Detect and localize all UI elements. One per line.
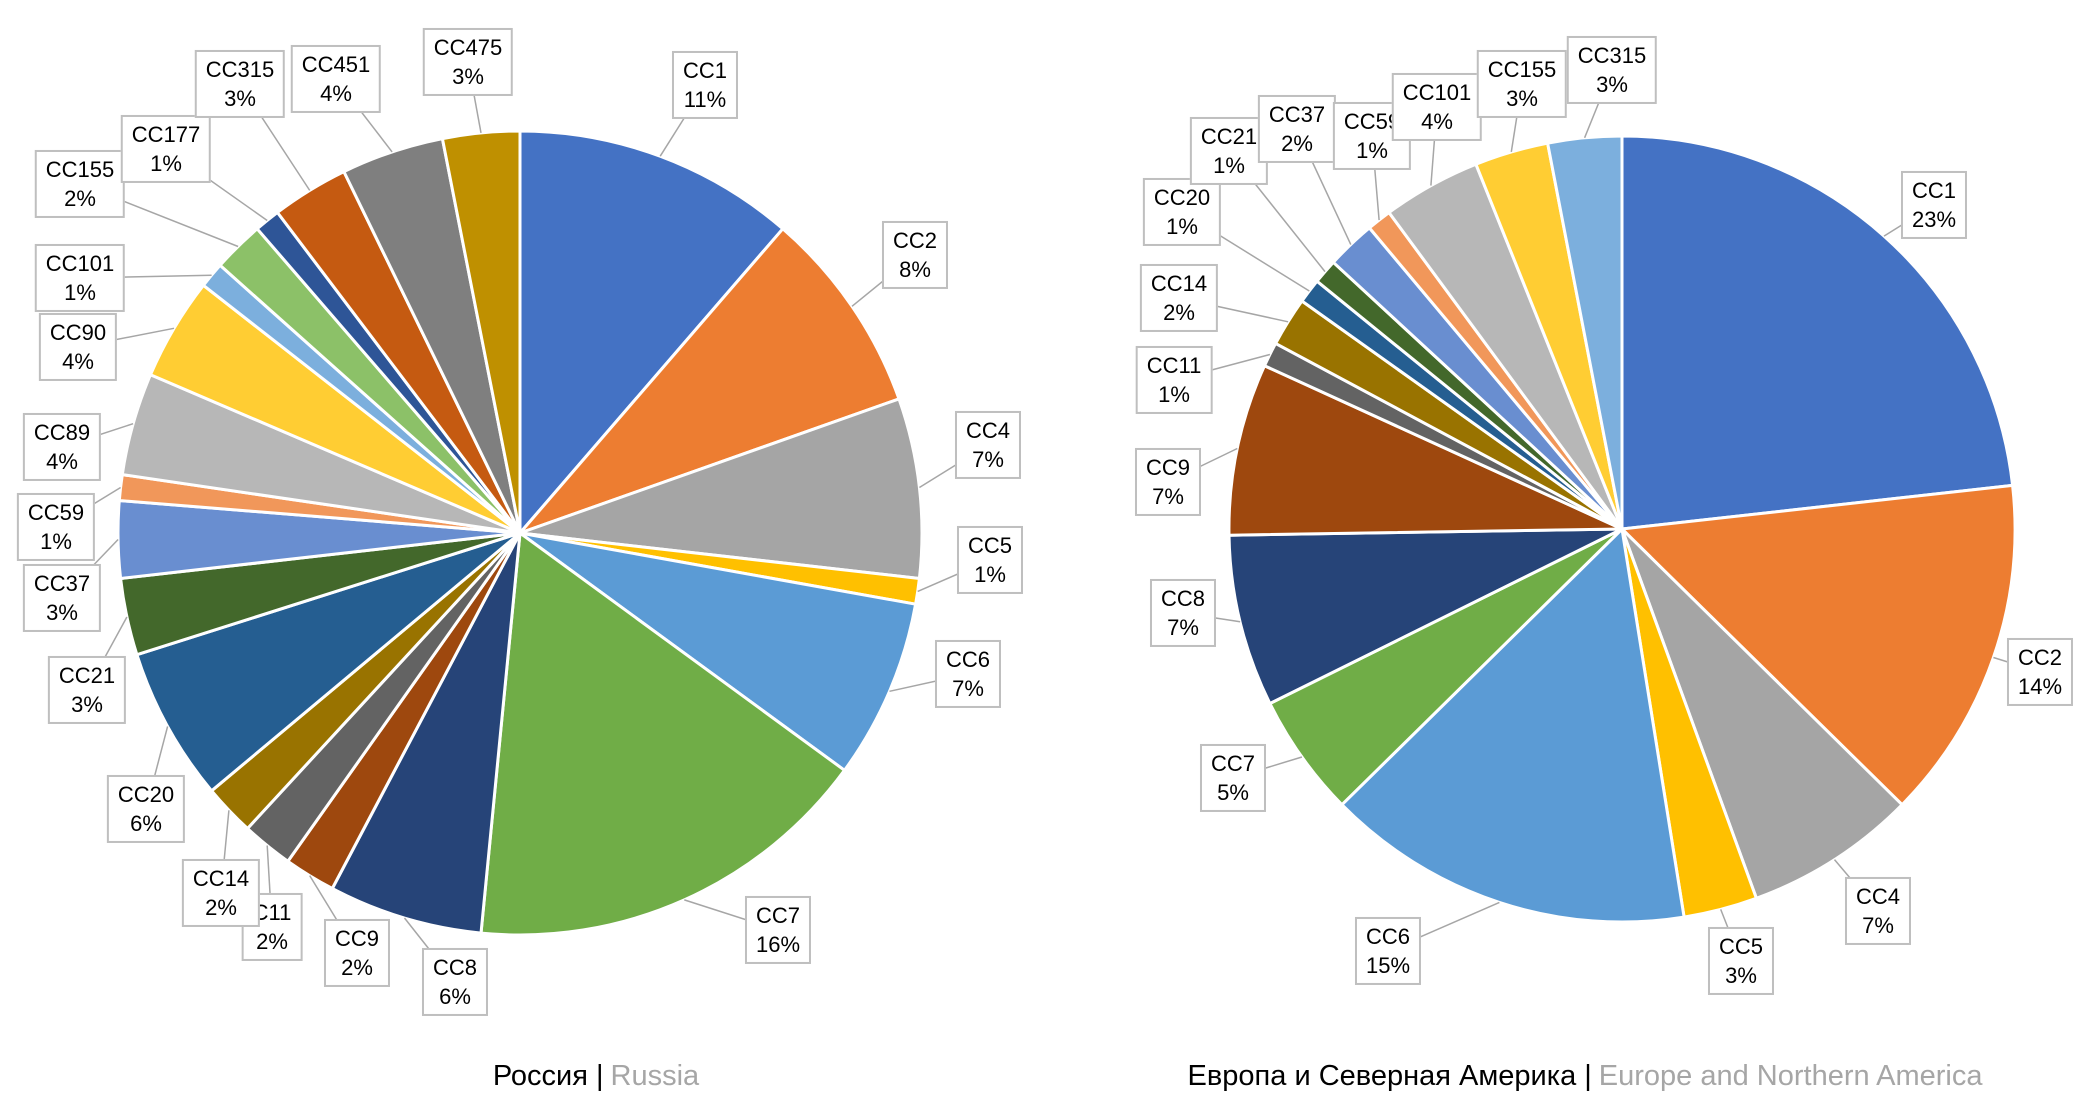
pie-slice-europe-northern-america-CC4 [1620,527,1904,900]
russia-title-primary: Россия | [492,1060,604,1092]
leader-line-russia-CC7 [684,899,779,931]
leader-line-europe-northern-america-CC1 [1883,204,1935,237]
leader-line-russia-CC177 [165,148,268,222]
leader-line-russia-CC451 [335,78,393,153]
leader-line-europe-northern-america-CC20 [1181,211,1310,292]
leader-line-russia-CC21 [86,616,128,691]
europe-title-secondary: Europe and Northern America [1598,1060,1983,1092]
europe-title-primary: Европа и Северная Америка | [1187,1060,1592,1092]
leader-line-russia-CC90 [77,327,175,348]
leader-line-russia-CC475 [467,61,482,134]
leader-line-russia-CC5 [917,559,991,593]
leader-line-russia-CC4 [919,444,989,489]
pie-slice-europe-northern-america-CC9 [1227,364,1624,537]
leader-line-europe-northern-america-CC59 [1371,135,1380,221]
leader-line-russia-CC101 [79,274,212,279]
leader-line-russia-CC2 [851,254,916,307]
pie-slice-russia-CC7 [479,531,846,937]
leader-line-russia-CC1 [659,84,706,157]
leader-line-europe-northern-america-CC2 [1993,656,2041,673]
pie-slice-europe-northern-america-CC8 [1227,527,1624,705]
leader-line-europe-northern-america-CC101 [1430,106,1438,186]
pie-slice-russia-CC475 [440,129,522,535]
pie-slice-europe-northern-america-CC315 [1546,134,1624,531]
russia-pie [55,61,991,983]
leader-line-russia-C11 [266,845,273,928]
pie-slice-russia-CC4 [518,397,924,580]
leader-line-europe-northern-america-CC37 [1296,128,1352,245]
leader-line-russia-CC89 [61,422,134,448]
leader-line-europe-northern-america-CC4 [1833,859,1879,912]
leader-line-europe-northern-america-CC5 [1720,909,1742,962]
leader-line-europe-northern-america-CC11 [1173,353,1271,381]
leader-line-russia-CC59 [55,486,121,528]
leader-line-russia-CC37 [61,538,119,599]
pie-slice-russia-CC20 [135,531,522,793]
leader-line-europe-northern-america-CC155 [1510,83,1523,153]
leader-line-europe-northern-america-CC9 [1167,447,1238,483]
pie-slice-europe-northern-america-CC1 [1620,134,2015,531]
leader-line-europe-northern-america-CC315 [1583,69,1613,139]
europe-northern-america-pie [1167,69,2041,962]
leader-line-russia-CC20 [145,726,169,810]
russia-chart-title: Россия | Russia [493,1060,699,1093]
leader-line-russia-CC6 [889,673,969,693]
leader-line-europe-northern-america-CC7 [1232,756,1303,779]
europe-chart-title: Европа и Северная Америка | Europe and No… [1188,1060,1983,1093]
pie-slice-europe-northern-america-CC6 [1340,527,1686,924]
leader-line-russia-CC315 [239,83,311,191]
leader-line-russia-CC14 [220,810,230,894]
russia-title-secondary: Russia [610,1060,700,1092]
leader-line-europe-northern-america-CC14 [1178,297,1289,323]
pie-slice-russia-CC2 [518,227,901,535]
leader-line-europe-northern-america-CC21 [1228,150,1326,273]
pie-slice-russia-CC6 [518,531,918,772]
leader-line-europe-northern-america-CC6 [1387,901,1500,952]
leader-line-russia-CC155 [79,183,239,248]
leader-line-europe-northern-america-CC8 [1182,612,1241,623]
pie-slice-russia-CC1 [518,129,785,535]
